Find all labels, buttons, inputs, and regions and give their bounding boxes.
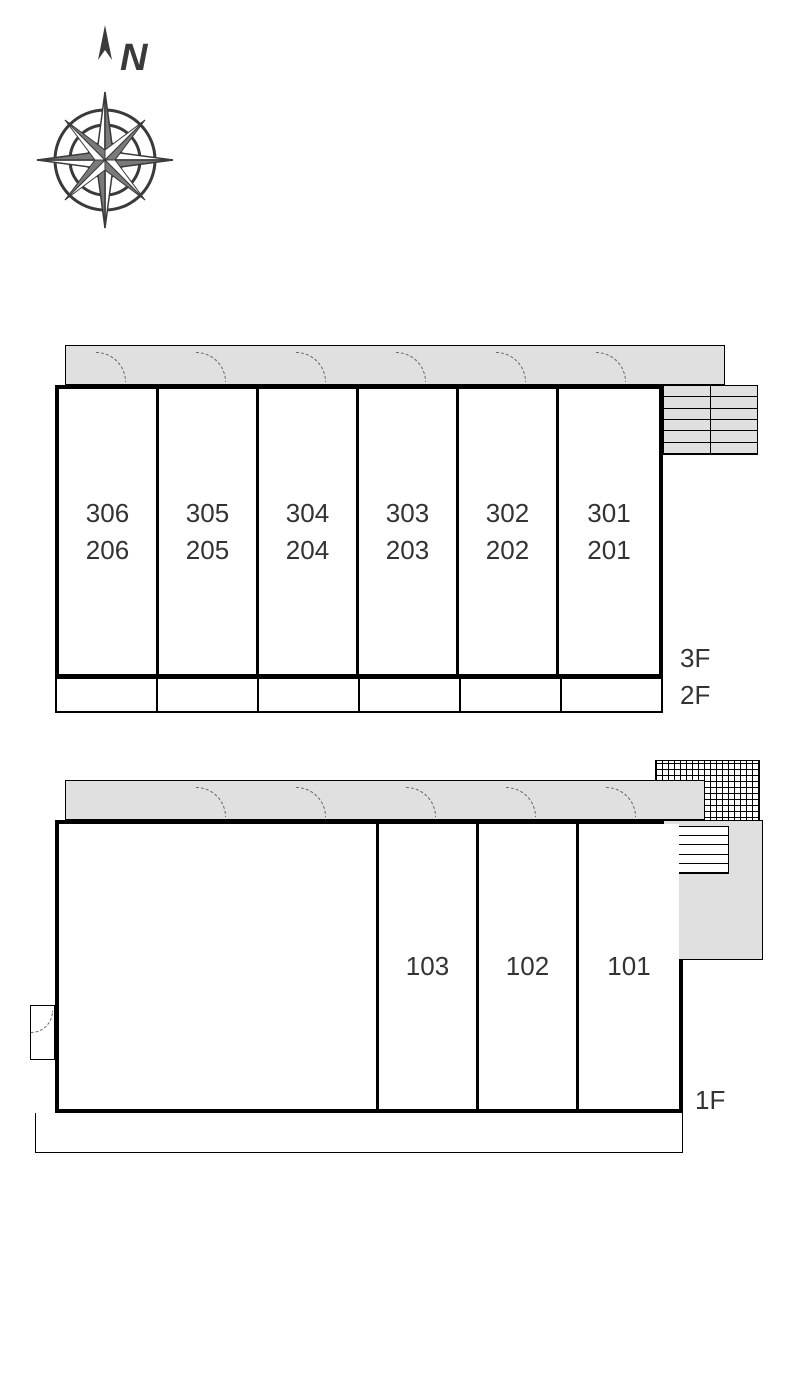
- unit-label: 306 206: [86, 495, 129, 568]
- ground-floor-plan: 103 102 101 1F: [35, 780, 705, 1113]
- unit-label: 102: [506, 948, 549, 984]
- unit-302-202: 302 202: [459, 389, 559, 674]
- unit-305-205: 305 205: [159, 389, 259, 674]
- unit-101: 101: [579, 824, 679, 1109]
- unit-label: 101: [607, 948, 650, 984]
- floor-label-3f: 3F: [680, 643, 710, 674]
- upper-balcony: [55, 678, 663, 713]
- floor-label-2f: 2F: [680, 680, 710, 711]
- upper-corridor: [65, 345, 725, 385]
- floor-label-1f: 1F: [695, 1085, 725, 1116]
- unit-306-206: 306 206: [59, 389, 159, 674]
- ground-perimeter: [35, 1113, 683, 1153]
- unit-label: 305 205: [186, 495, 229, 568]
- compass: N: [30, 20, 180, 245]
- ground-large-room: [59, 824, 379, 1109]
- upper-stairs: [663, 385, 758, 455]
- ground-units-row: 103 102 101: [55, 820, 683, 1113]
- unit-label: 304 204: [286, 495, 329, 568]
- unit-303-203: 303 203: [359, 389, 459, 674]
- upper-units-row: 306 206 305 205 304 204 303 203 302: [55, 385, 663, 678]
- compass-n-label: N: [120, 37, 149, 79]
- unit-label: 303 203: [386, 495, 429, 568]
- unit-301-201: 301 201: [559, 389, 659, 674]
- unit-102: 102: [479, 824, 579, 1109]
- unit-304-204: 304 204: [259, 389, 359, 674]
- upper-floors-plan: 306 206 305 205 304 204 303 203 302: [55, 345, 725, 713]
- ground-side-door: [30, 1005, 55, 1060]
- unit-label: 302 202: [486, 495, 529, 568]
- ground-corridor: [65, 780, 705, 820]
- unit-103: 103: [379, 824, 479, 1109]
- unit-label: 301 201: [587, 495, 630, 568]
- unit-label: 103: [406, 948, 449, 984]
